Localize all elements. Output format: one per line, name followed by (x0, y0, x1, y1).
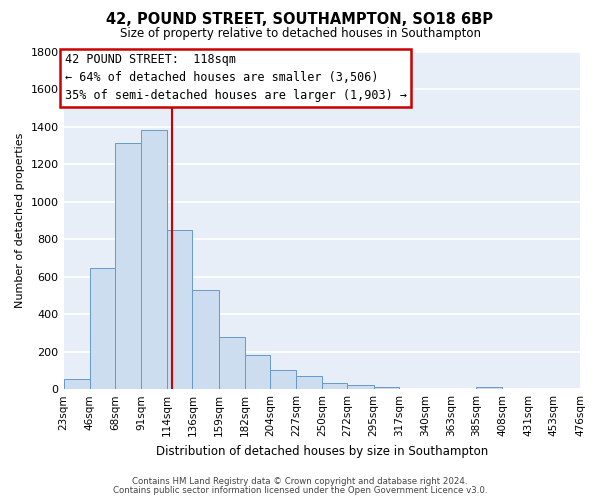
Bar (347, 385, 374, 389)
Bar (167, 230, 193, 389)
Bar (193, 290, 218, 389)
Bar (64, 379, 90, 389)
Bar (141, 130, 167, 389)
Bar (218, 336, 245, 389)
Bar (115, 144, 141, 389)
Bar (245, 355, 270, 389)
Bar (322, 383, 347, 389)
Text: 42 POUND STREET:  118sqm
← 64% of detached houses are smaller (3,506)
35% of sem: 42 POUND STREET: 118sqm ← 64% of detache… (65, 54, 407, 102)
Bar (270, 370, 296, 389)
Text: Size of property relative to detached houses in Southampton: Size of property relative to detached ho… (119, 28, 481, 40)
Text: 42, POUND STREET, SOUTHAMPTON, SO18 6BP: 42, POUND STREET, SOUTHAMPTON, SO18 6BP (107, 12, 493, 28)
Bar (476, 388, 502, 389)
Bar (90, 268, 115, 389)
Text: Contains public sector information licensed under the Open Government Licence v3: Contains public sector information licen… (113, 486, 487, 495)
Bar (374, 387, 399, 389)
Text: Contains HM Land Registry data © Crown copyright and database right 2024.: Contains HM Land Registry data © Crown c… (132, 477, 468, 486)
Y-axis label: Number of detached properties: Number of detached properties (15, 132, 25, 308)
Bar (296, 376, 322, 389)
X-axis label: Distribution of detached houses by size in Southampton: Distribution of detached houses by size … (155, 444, 488, 458)
